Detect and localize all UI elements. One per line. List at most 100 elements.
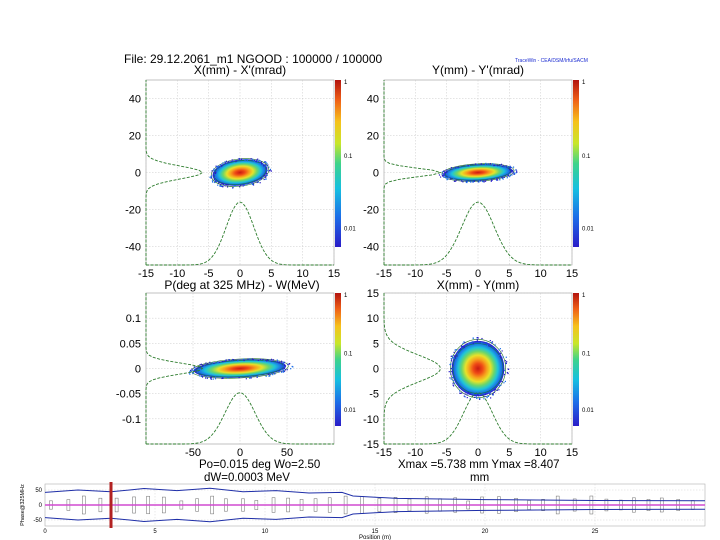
halo-particle xyxy=(441,171,444,173)
halo-particle xyxy=(194,366,196,369)
halo-particle xyxy=(500,384,502,386)
y-tick-label: 5 xyxy=(373,338,379,350)
halo-particle xyxy=(259,182,261,184)
halo-particle xyxy=(499,355,501,357)
x-tick-label: 15 xyxy=(372,529,379,535)
halo-particle xyxy=(501,350,503,352)
halo-particle xyxy=(464,393,466,395)
halo-particle xyxy=(458,386,460,388)
halo-particle xyxy=(243,184,245,187)
halo-particle xyxy=(463,395,465,397)
halo-particle xyxy=(447,169,449,171)
y-tick-label: -5 xyxy=(369,389,379,401)
halo-particle xyxy=(282,370,285,372)
halo-particle xyxy=(221,182,223,185)
halo-particle xyxy=(492,393,494,395)
halo-particle xyxy=(232,359,235,361)
halo-particle xyxy=(217,362,220,364)
halo-particle xyxy=(476,337,479,339)
halo-particle xyxy=(254,359,256,362)
y-tick-label: 0.05 xyxy=(120,338,141,350)
x-tick-label: 10 xyxy=(535,268,547,280)
halo-particle xyxy=(478,394,481,396)
halo-particle xyxy=(266,162,268,165)
x-tick-label: 15 xyxy=(566,268,578,280)
halo-particle xyxy=(490,397,492,399)
halo-particle xyxy=(256,181,258,184)
halo-particle xyxy=(512,166,515,168)
halo-particle xyxy=(445,177,447,179)
halo-particle xyxy=(265,175,267,177)
colorbar-label: 0.1 xyxy=(582,154,591,160)
halo-particle xyxy=(239,186,241,188)
y-tick-label: -40 xyxy=(125,242,141,254)
colorbar-label: 0.1 xyxy=(344,154,353,160)
halo-particle xyxy=(452,364,454,366)
halo-particle xyxy=(489,393,491,395)
halo-particle xyxy=(441,174,444,177)
halo-particle xyxy=(224,185,226,187)
halo-particle xyxy=(509,165,511,167)
halo-particle xyxy=(450,367,452,370)
halo-particle xyxy=(491,163,494,165)
halo-particle xyxy=(494,344,496,346)
colorbar xyxy=(335,80,341,247)
halo-particle xyxy=(484,395,486,398)
halo-particle xyxy=(504,360,507,362)
halo-particle xyxy=(216,169,218,172)
halo-particle xyxy=(452,382,454,384)
halo-particle xyxy=(233,185,236,187)
halo-particle xyxy=(512,172,514,174)
halo-particle xyxy=(283,364,285,367)
halo-particle xyxy=(242,185,244,187)
halo-particle xyxy=(282,361,285,363)
halo-particle xyxy=(450,360,453,362)
halo-particle xyxy=(500,163,503,166)
x-tick-label: -50 xyxy=(185,447,201,459)
y-tick-label: -20 xyxy=(125,205,141,217)
halo-particle xyxy=(463,345,465,347)
phase-space-plots: X(mm) - X'(mrad)-15 -10 -5 0 5 10 1540200-20-4… xyxy=(116,63,594,459)
halo-particle xyxy=(496,164,499,167)
colorbar xyxy=(335,293,341,426)
halo-particle xyxy=(450,355,452,358)
halo-particle xyxy=(213,174,215,176)
halo-particle xyxy=(515,172,517,174)
halo-particle xyxy=(472,337,474,339)
halo-particle xyxy=(257,158,259,160)
halo-particle xyxy=(280,360,283,362)
halo-particle xyxy=(494,388,496,391)
halo-particle xyxy=(489,393,492,395)
x-tick-label: 15 xyxy=(566,447,578,459)
colorbar-label: 1 xyxy=(582,80,586,86)
halo-particle xyxy=(486,396,488,399)
halo-particle xyxy=(461,392,463,394)
halo-particle xyxy=(250,377,252,379)
halo-particle xyxy=(462,181,464,183)
halo-particle xyxy=(221,165,223,167)
halo-particle xyxy=(472,342,474,345)
halo-particle xyxy=(476,397,478,399)
halo-particle xyxy=(192,371,195,374)
halo-particle xyxy=(269,359,271,362)
halo-particle xyxy=(463,341,465,343)
halo-particle xyxy=(446,177,448,179)
halo-particle xyxy=(464,396,466,398)
halo-particle xyxy=(500,356,502,358)
halo-particle xyxy=(459,348,461,350)
halo-particle xyxy=(477,394,479,396)
software-tag: TraceWin - CEA/DSM/Irfu/SACM xyxy=(515,58,588,64)
halo-particle xyxy=(269,375,271,377)
y-tick-label: -10 xyxy=(363,414,379,426)
halo-particle xyxy=(221,377,224,379)
halo-particle xyxy=(267,164,269,166)
halo-particle xyxy=(214,181,216,184)
halo-particle xyxy=(488,345,490,347)
y-tick-label: 0 xyxy=(373,364,379,376)
halo-particle xyxy=(262,163,264,165)
halo-particle xyxy=(264,164,267,166)
halo-particle xyxy=(499,352,502,354)
halo-particle xyxy=(192,372,194,375)
halo-particle xyxy=(205,375,207,378)
